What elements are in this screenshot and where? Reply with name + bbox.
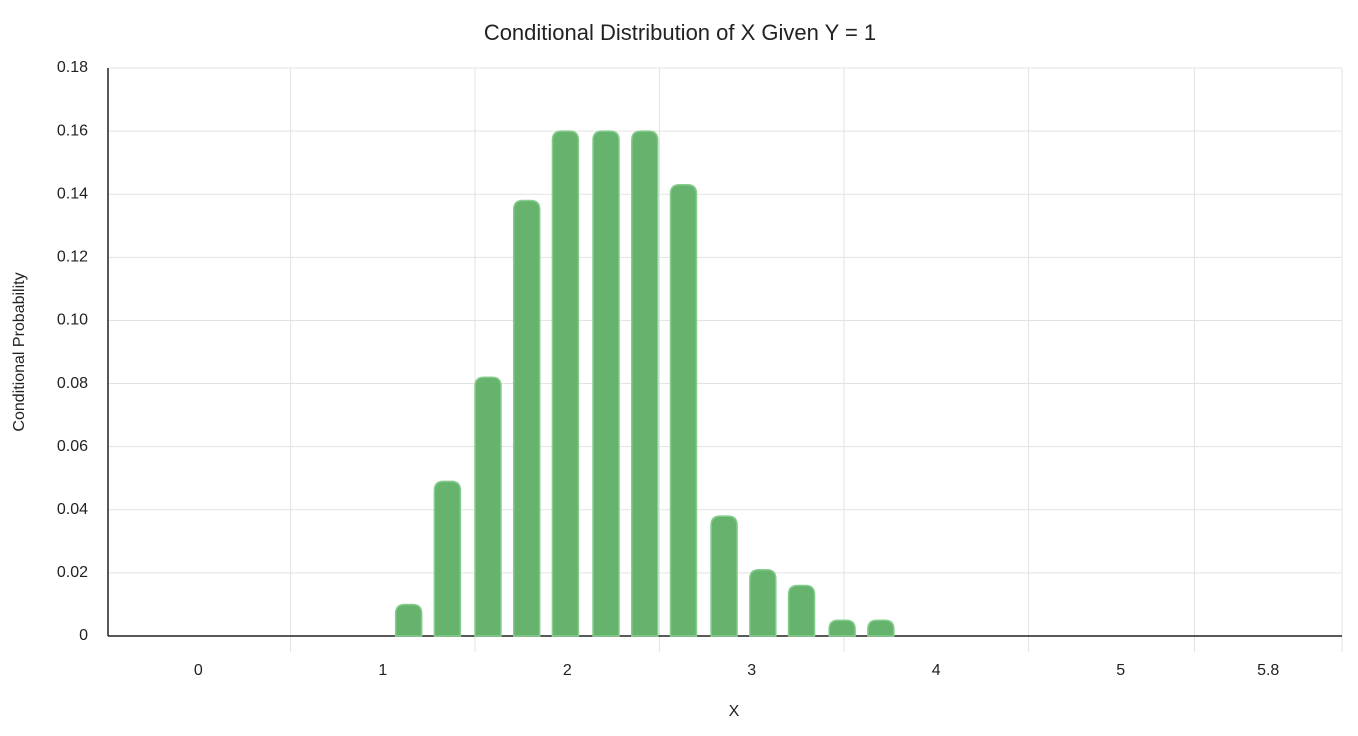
- y-tick-label: 0.16: [57, 122, 88, 139]
- bar: [394, 603, 423, 637]
- x-tick-label: 2: [563, 662, 572, 679]
- bar: [787, 584, 816, 637]
- y-axis-label: Conditional Probability: [11, 272, 28, 431]
- bar: [551, 130, 580, 637]
- x-tick-label: 3: [747, 662, 756, 679]
- y-tick-label: 0.06: [57, 438, 88, 455]
- y-tick-label: 0.18: [57, 59, 88, 76]
- bar: [669, 184, 698, 637]
- bar: [749, 568, 777, 637]
- y-tick-label: 0.14: [57, 185, 88, 202]
- x-axis-label: X: [729, 703, 740, 720]
- bar: [828, 619, 856, 637]
- x-tick-label: 4: [932, 662, 941, 679]
- x-tick-label: 5.8: [1257, 662, 1279, 679]
- bar: [433, 480, 462, 637]
- bar: [474, 376, 502, 637]
- y-tick-label: 0.04: [57, 501, 88, 518]
- y-tick-label: 0.10: [57, 312, 88, 329]
- y-tick-label: 0.08: [57, 375, 88, 392]
- bar: [592, 130, 620, 637]
- x-tick-label: 0: [194, 662, 203, 679]
- bar: [631, 130, 659, 637]
- y-tick-label: 0: [79, 627, 88, 644]
- y-tick-label: 0.12: [57, 249, 88, 266]
- chart-title: Conditional Distribution of X Given Y = …: [484, 20, 876, 45]
- x-tick-label: 5: [1116, 662, 1125, 679]
- bar: [710, 515, 738, 637]
- bar: [512, 199, 541, 637]
- y-tick-label: 0.02: [57, 564, 88, 581]
- bar: [867, 619, 895, 637]
- x-tick-label: 1: [378, 662, 387, 679]
